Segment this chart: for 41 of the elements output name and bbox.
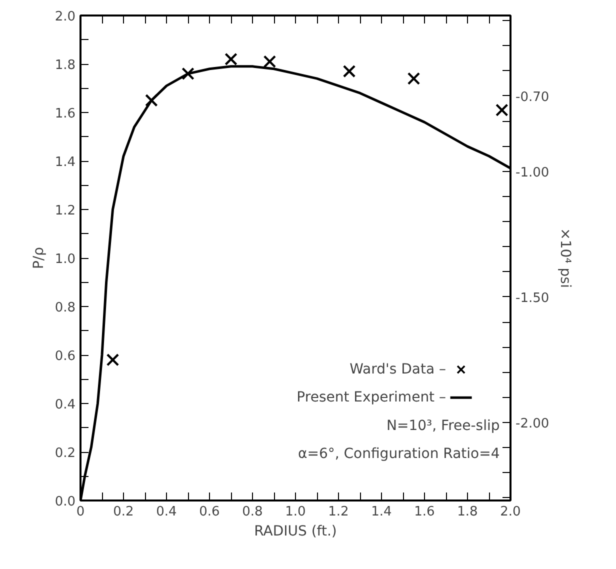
y-tick-label: 0.6	[54, 349, 76, 364]
point	[407, 72, 420, 85]
y-tick-label: 1.8	[54, 58, 76, 73]
y2-tick-label: -1.00	[516, 165, 550, 180]
x-tick-label: 1.8	[457, 504, 478, 520]
y-axis-title: P/ρ	[30, 246, 47, 270]
point	[182, 67, 194, 80]
x-tick-label: 0.4	[156, 504, 177, 520]
x-tick-label: 2.0	[500, 504, 521, 520]
x-tick-label: 0.6	[199, 504, 220, 520]
y-tick-label: 0.0	[54, 494, 76, 510]
y-tick-label: 1.4	[54, 155, 76, 170]
annotation: α=6°, Configuration Ratio=4	[298, 446, 500, 462]
y2-axis-title: ×10⁴ psi	[557, 228, 574, 288]
x-tick-label: 1.0	[285, 504, 306, 520]
y-tick-label: 2.0	[54, 10, 76, 24]
y-tick-label: 0.8	[54, 300, 76, 316]
point	[224, 52, 238, 66]
x-axis-title: RADIUS (ft.)	[254, 524, 337, 540]
point	[145, 94, 158, 107]
point	[495, 104, 508, 116]
y2-tick-label: -1.50	[516, 290, 550, 306]
y2-tick-label: -2.00	[516, 416, 550, 432]
x-tick-label: 0.8	[242, 504, 263, 520]
x-tick-label: 0.2	[113, 504, 134, 520]
y-tick-label: 0.4	[54, 398, 76, 412]
point	[342, 64, 356, 78]
legend-label: Ward's Data –	[350, 362, 446, 378]
legend-label: Present Experiment –	[296, 390, 446, 406]
point	[106, 353, 120, 366]
y-tick-label: 1.2	[54, 204, 76, 218]
y-tick-label: 1.0	[54, 252, 76, 267]
annotation: N=10³, Free-slip	[386, 418, 500, 434]
point	[263, 55, 276, 68]
y-tick-label: 1.6	[54, 106, 76, 122]
y2-tick-label: -0.70	[516, 90, 550, 105]
x-tick-label: 1.6	[414, 504, 435, 520]
x-tick-label: 1.4	[371, 504, 392, 520]
x-tick-label: 0	[76, 504, 85, 520]
y-tick-label: 0.2	[54, 446, 76, 461]
x-tick-label: 1.2	[328, 504, 349, 520]
